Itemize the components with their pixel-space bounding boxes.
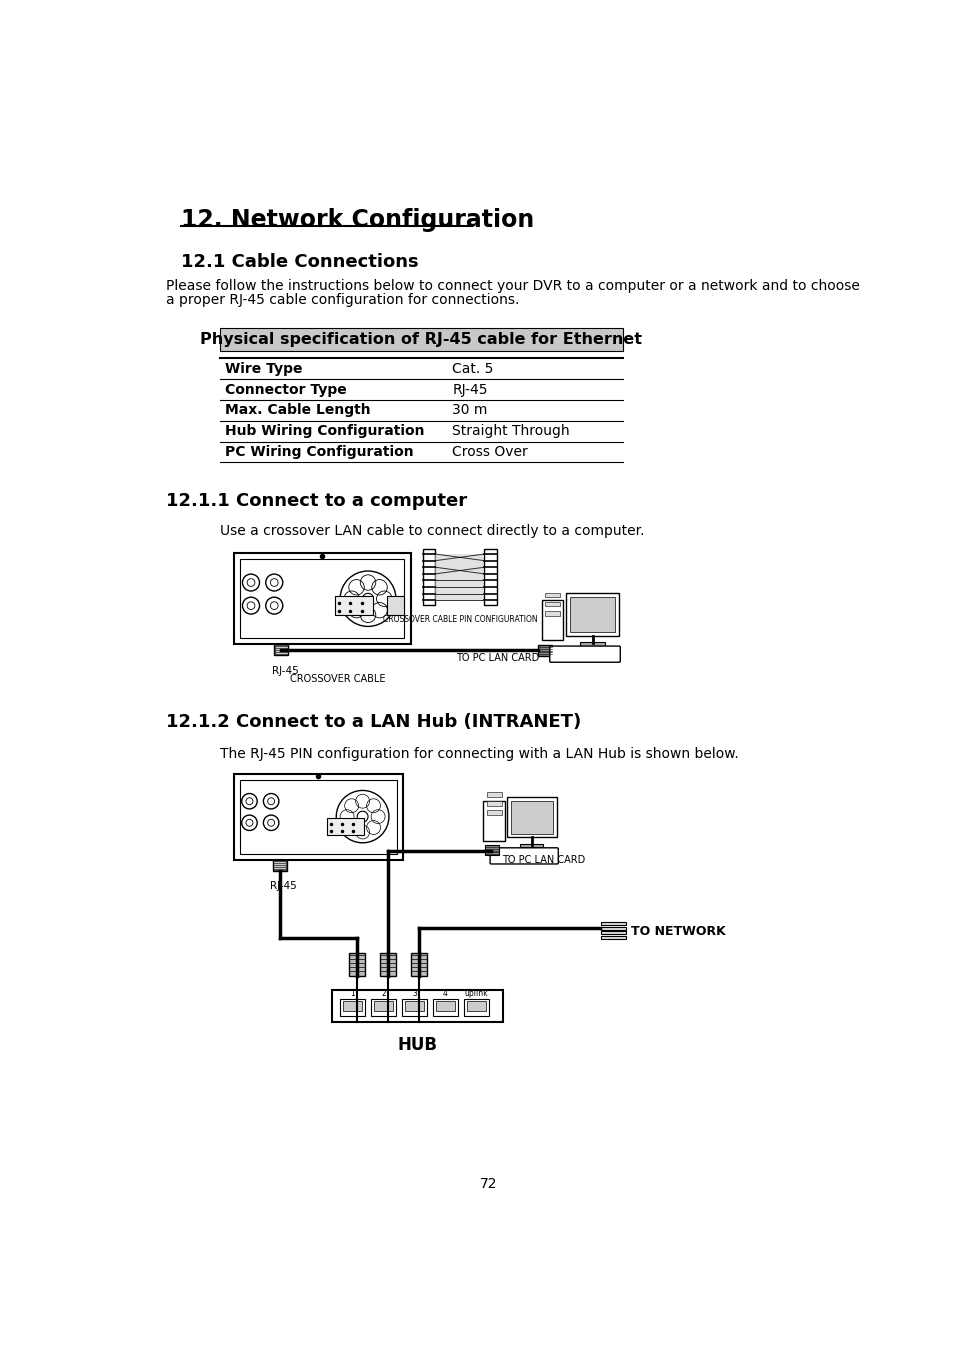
Text: PC Wiring Configuration: PC Wiring Configuration (224, 444, 413, 459)
Bar (436, 1001, 455, 1012)
Bar (544, 611, 559, 616)
Bar (240, 780, 396, 854)
Text: 3: 3 (412, 989, 416, 998)
Bar (541, 600, 562, 640)
Text: CROSSOVER CABLE PIN CONFIGURATION: CROSSOVER CABLE PIN CONFIGURATION (382, 615, 537, 624)
Text: Cross Over: Cross Over (452, 444, 528, 459)
Text: Please follow the instructions below to connect your DVR to a computer or a netw: Please follow the instructions below to … (166, 280, 859, 293)
Bar (274, 644, 288, 655)
Bar (233, 554, 410, 644)
Text: 12.1.1 Connect to a computer: 12.1.1 Connect to a computer (166, 492, 466, 509)
Text: Use a crossover LAN cable to connect directly to a computer.: Use a crossover LAN cable to connect dir… (220, 524, 644, 538)
Bar (387, 596, 404, 615)
FancyBboxPatch shape (490, 848, 558, 865)
Bar (343, 1001, 361, 1012)
Text: CROSSOVER CABLE: CROSSOVER CABLE (290, 674, 385, 684)
Bar (579, 642, 604, 646)
Text: TO PC LAN CARD: TO PC LAN CARD (456, 654, 539, 663)
Text: HUB: HUB (397, 1036, 437, 1054)
Text: The RJ-45 PIN configuration for connecting with a LAN Hub is shown below.: The RJ-45 PIN configuration for connecti… (220, 747, 738, 761)
Text: TO PC LAN CARD: TO PC LAN CARD (501, 855, 585, 865)
Bar (600, 927, 625, 929)
Polygon shape (435, 554, 484, 600)
Bar (486, 792, 501, 797)
Bar (600, 923, 625, 925)
Bar (411, 952, 427, 975)
Text: 12.1 Cable Connections: 12.1 Cable Connections (181, 253, 418, 272)
Text: a proper RJ-45 cable configuration for connections.: a proper RJ-45 cable configuration for c… (166, 293, 518, 307)
Bar (374, 1001, 393, 1012)
Bar (600, 936, 625, 939)
Bar (519, 843, 542, 847)
Text: Cat. 5: Cat. 5 (452, 362, 494, 376)
Text: Straight Through: Straight Through (452, 424, 570, 438)
Bar (464, 1000, 488, 1016)
Text: Wire Type: Wire Type (224, 362, 302, 376)
Bar (484, 846, 498, 855)
Bar (544, 593, 559, 597)
Bar (570, 597, 615, 632)
Text: Physical specification of RJ-45 cable for Ethernet: Physical specification of RJ-45 cable fo… (200, 332, 641, 347)
Text: 30 m: 30 m (452, 404, 487, 417)
Text: 72: 72 (479, 1177, 497, 1192)
Bar (240, 559, 404, 638)
Bar (510, 801, 553, 834)
Text: RJ-45: RJ-45 (272, 666, 298, 677)
Text: TO NETWORK: TO NETWORK (630, 925, 724, 938)
Bar (335, 596, 373, 615)
Bar (402, 1000, 427, 1016)
Bar (380, 952, 395, 975)
FancyBboxPatch shape (549, 646, 619, 662)
Text: RJ-45: RJ-45 (452, 382, 488, 397)
Text: 1: 1 (350, 989, 355, 998)
Text: Max. Cable Length: Max. Cable Length (224, 404, 370, 417)
Bar (486, 801, 501, 805)
Bar (483, 801, 505, 842)
Text: Connector Type: Connector Type (224, 382, 346, 397)
Bar (486, 811, 501, 815)
Text: 4: 4 (442, 989, 448, 998)
Bar (422, 550, 435, 605)
Bar (332, 990, 502, 1023)
Bar (371, 1000, 395, 1016)
Bar (327, 819, 364, 835)
Bar (433, 1000, 457, 1016)
Bar (467, 1001, 485, 1012)
Text: RJ-45: RJ-45 (270, 881, 296, 892)
Text: 12. Network Configuration: 12. Network Configuration (181, 208, 534, 232)
Bar (405, 1001, 423, 1012)
Text: Hub Wiring Configuration: Hub Wiring Configuration (224, 424, 424, 438)
Text: 12.1.2 Connect to a LAN Hub (INTRANET): 12.1.2 Connect to a LAN Hub (INTRANET) (166, 713, 580, 731)
Bar (349, 952, 365, 975)
Bar (537, 644, 551, 655)
Bar (506, 797, 557, 838)
Bar (566, 593, 618, 636)
Bar (220, 328, 622, 351)
Text: 2: 2 (381, 989, 386, 998)
Bar (233, 774, 402, 859)
Bar (544, 601, 559, 607)
Bar (600, 931, 625, 935)
Text: uplink: uplink (464, 989, 488, 998)
Bar (340, 1000, 365, 1016)
Bar (273, 859, 286, 870)
Bar (484, 550, 497, 605)
